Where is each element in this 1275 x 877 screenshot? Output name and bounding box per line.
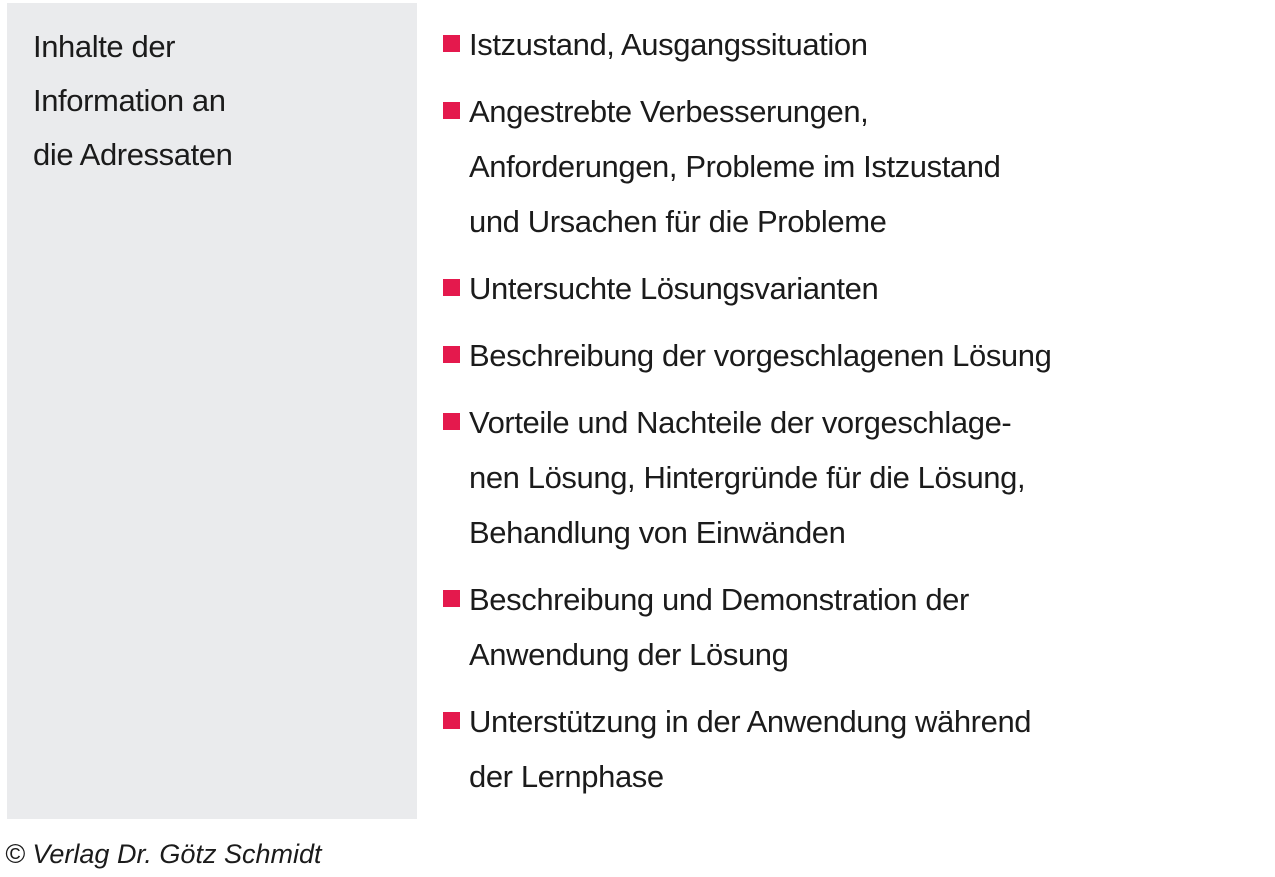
bullet-square-icon	[443, 712, 460, 729]
bullet-square-icon	[443, 590, 460, 607]
bullet-line: Istzustand, Ausgangssituation	[469, 27, 868, 62]
sidebar-label-panel: Inhalte der Information an die Adressaten	[7, 3, 417, 819]
bullet-list: Istzustand, Ausgangssituation Angestrebt…	[443, 17, 1243, 816]
sidebar-title-line: die Adressaten	[33, 137, 233, 172]
bullet-line: Vorteile und Nachteile der vorgeschlage-	[469, 405, 1012, 440]
bullet-square-icon	[443, 35, 460, 52]
bullet-line: nen Lösung, Hintergründe für die Lösung,	[469, 460, 1026, 495]
bullet-line: Anwendung der Lösung	[469, 637, 789, 672]
list-item-text: Beschreibung der vorgeschlagenen Lösung	[469, 328, 1052, 383]
bullet-line: Angestrebte Verbesserungen,	[469, 94, 869, 129]
sidebar-title-line: Information an	[33, 83, 226, 118]
bullet-line: und Ursachen für die Probleme	[469, 204, 887, 239]
list-item: Untersuchte Lösungsvarianten	[443, 261, 1243, 316]
bullet-line: der Lernphase	[469, 759, 664, 794]
list-item-text: Untersuchte Lösungsvarianten	[469, 261, 879, 316]
list-item: Istzustand, Ausgangssituation	[443, 17, 1243, 72]
list-item-text: Unterstützung in der Anwendung während de…	[469, 694, 1032, 804]
list-item: Beschreibung der vorgeschlagenen Lösung	[443, 328, 1243, 383]
list-item-text: Istzustand, Ausgangssituation	[469, 17, 868, 72]
bullet-line: Behandlung von Einwänden	[469, 515, 846, 550]
bullet-line: Unterstützung in der Anwendung während	[469, 704, 1032, 739]
bullet-line: Beschreibung der vorgeschlagenen Lösung	[469, 338, 1052, 373]
copyright-notice: © Verlag Dr. Götz Schmidt	[5, 839, 322, 869]
bullet-square-icon	[443, 346, 460, 363]
list-item: Angestrebte Verbesserungen, Anforderungen…	[443, 84, 1243, 249]
list-item: Unterstützung in der Anwendung während de…	[443, 694, 1243, 804]
list-item-text: Vorteile und Nachteile der vorgeschlage-…	[469, 395, 1026, 560]
bullet-square-icon	[443, 413, 460, 430]
list-item-text: Angestrebte Verbesserungen, Anforderungen…	[469, 84, 1001, 249]
bullet-square-icon	[443, 279, 460, 296]
list-item-text: Beschreibung und Demonstration der Anwend…	[469, 572, 969, 682]
sidebar-title: Inhalte der Information an die Adressaten	[33, 20, 399, 182]
bullet-line: Beschreibung und Demonstration der	[469, 582, 969, 617]
bullet-line: Untersuchte Lösungsvarianten	[469, 271, 879, 306]
list-item: Beschreibung und Demonstration der Anwend…	[443, 572, 1243, 682]
sidebar-title-line: Inhalte der	[33, 29, 176, 64]
list-item: Vorteile und Nachteile der vorgeschlage-…	[443, 395, 1243, 560]
bullet-square-icon	[443, 102, 460, 119]
bullet-line: Anforderungen, Probleme im Istzustand	[469, 149, 1001, 184]
